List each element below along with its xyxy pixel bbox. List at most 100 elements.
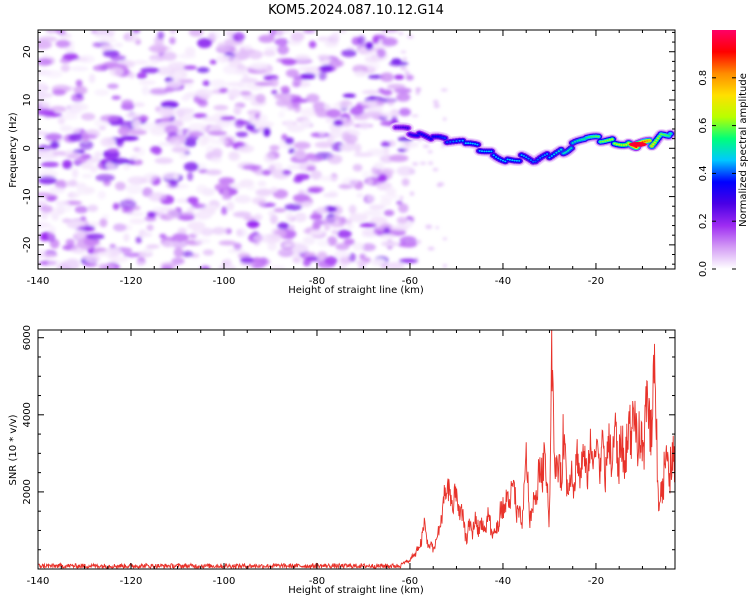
heatmap-cell	[340, 143, 356, 152]
heatmap-cell	[285, 211, 294, 222]
snr-panel: -140 -120 -100 -80 -60 -40 -20 2000 4000 6000 He…	[8, 325, 676, 596]
heatmap-cell	[173, 72, 183, 79]
heatmap-cell	[231, 141, 245, 148]
heatmap-cell	[269, 145, 280, 151]
heatmap-cell	[379, 233, 396, 239]
ridge-cell	[464, 142, 467, 145]
heatmap-cell	[318, 131, 326, 137]
colorbar-tick-label: 0.8	[698, 70, 709, 86]
x-tick-label: -140	[27, 576, 50, 587]
heatmap-cell	[111, 95, 121, 100]
heatmap-cell	[218, 177, 235, 185]
heatmap-cell	[398, 203, 409, 213]
heatmap-cell	[276, 58, 295, 63]
heatmap-cell	[306, 165, 316, 171]
heatmap-cell	[52, 89, 66, 96]
heatmap-cell	[146, 224, 154, 231]
heatmap-cell	[292, 77, 302, 88]
heatmap-cell	[44, 133, 63, 141]
heatmap-cell	[390, 225, 409, 232]
heatmap-cell	[71, 192, 81, 198]
heatmap-cell	[312, 222, 321, 230]
heatmap-cell	[316, 251, 328, 260]
heatmap-cell	[38, 81, 47, 87]
ridge-cell	[520, 154, 523, 157]
heatmap-cell	[283, 242, 294, 248]
heatmap-cell	[366, 178, 373, 186]
heatmap-cell	[141, 85, 150, 96]
heatmap-cell	[257, 180, 267, 187]
heatmap-cell	[225, 81, 245, 87]
heatmap-cell	[267, 242, 278, 251]
colorbar-gradient	[712, 30, 736, 269]
heatmap-cell	[242, 164, 262, 171]
heatmap-cell	[270, 265, 286, 269]
figure-title: KOM5.2024.087.10.12.G14	[268, 3, 444, 18]
ridge-cell	[656, 137, 660, 140]
heatmap-cell	[284, 203, 303, 211]
colorbar-ticks: 0.0 0.2 0.4 0.6 0.8	[698, 70, 736, 277]
heatmap-cell	[369, 204, 386, 210]
heatmap-cell	[256, 66, 274, 73]
ridge-cell	[650, 145, 653, 147]
heatmap-cell	[99, 38, 117, 43]
heatmap-cell	[381, 89, 393, 96]
heatmap-cell	[40, 100, 51, 108]
heatmap-cell	[359, 222, 377, 228]
ridge-cell	[667, 135, 670, 137]
heatmap-cell	[405, 240, 410, 245]
ridge-cell	[546, 153, 549, 155]
heatmap-cell	[273, 93, 293, 100]
heatmap-cell	[213, 104, 229, 111]
heatmap-cell	[171, 146, 190, 153]
ridge-cell	[655, 139, 658, 142]
heatmap-cell	[327, 154, 343, 165]
heatmap-cell	[40, 205, 53, 213]
heatmap-cell	[154, 157, 174, 164]
heatmap-cell	[284, 137, 294, 145]
heatmap-cell	[433, 103, 440, 109]
heatmap-cell	[183, 65, 197, 70]
heatmap-cell	[121, 99, 134, 107]
ridge-cell	[601, 140, 605, 143]
heatmap-cell	[101, 44, 114, 50]
ridge-cell	[587, 136, 591, 139]
heatmap-cell	[97, 251, 112, 257]
ridge-cell	[432, 135, 435, 138]
ridge-cell	[446, 141, 449, 144]
heatmap-cell	[217, 42, 226, 50]
heatmap-cell	[383, 227, 391, 235]
colorbar-tick-label: 0.4	[698, 165, 709, 181]
heatmap-cell	[84, 187, 95, 193]
heatmap-cell	[171, 257, 185, 265]
heatmap-cell	[200, 265, 211, 269]
heatmap-cell	[156, 66, 175, 76]
heatmap-cell	[278, 111, 285, 119]
heatmap-cell	[211, 147, 223, 157]
x-tick-label: -60	[402, 576, 418, 587]
heatmap-cell	[218, 264, 237, 269]
heatmap-cell	[427, 150, 433, 154]
heatmap-cell	[399, 195, 404, 201]
ridge-cell	[439, 136, 442, 138]
heatmap-cell	[396, 200, 403, 205]
heatmap-cell	[157, 31, 165, 40]
ridge-cell	[397, 126, 400, 129]
heatmap-cell	[63, 52, 78, 61]
heatmap-cell	[207, 130, 227, 136]
heatmap-cell	[264, 46, 281, 51]
heatmap-cell	[428, 161, 434, 165]
heatmap-cell	[357, 35, 366, 45]
heatmap-cell	[70, 66, 89, 72]
ridge-cell	[506, 158, 509, 161]
heatmap-cell	[404, 147, 410, 152]
heatmap-cell	[440, 88, 448, 92]
heatmap-cell	[366, 194, 377, 203]
heatmap-cell	[162, 51, 177, 61]
heatmap-cell	[288, 225, 295, 231]
heatmap-cell	[398, 258, 419, 264]
heatmap-cell	[379, 194, 399, 200]
ridge-cell	[413, 134, 416, 137]
heatmap-cell	[273, 208, 286, 213]
snr-line	[38, 330, 675, 569]
